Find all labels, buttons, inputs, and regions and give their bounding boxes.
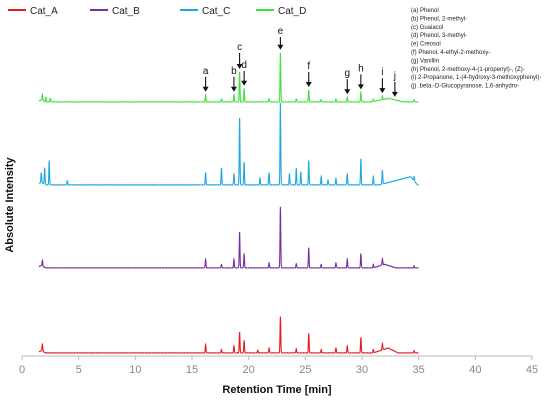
trace-cat-d: [38, 52, 419, 103]
peak-label-d: d: [241, 60, 247, 71]
trace-cat-c: [38, 102, 419, 186]
legend-label-cat-b: Cat_B: [112, 6, 140, 17]
trace-cat-a: [38, 316, 419, 354]
compound-key-item: (b) Phenol, 2-methyl-: [411, 16, 467, 22]
peak-marker-f: f: [305, 61, 312, 87]
compound-key-item: (i) 2-Propanone, 1-(4-hydroxy-3-methoxyp…: [411, 75, 541, 81]
peak-label-j: j: [393, 71, 396, 82]
peak-label-b: b: [231, 66, 237, 77]
peak-marker-d: d: [241, 60, 248, 86]
peak-label-f: f: [307, 61, 310, 72]
compound-key-item: (d) Phenol, 3-methyl-: [411, 33, 467, 39]
peak-label-e: e: [278, 26, 284, 37]
peak-markers: a b cd e f g h i j: [202, 26, 398, 97]
compound-key-item: (c) Guaiacol: [411, 25, 443, 31]
legend-label-cat-c: Cat_C: [202, 6, 230, 17]
x-tick-label: 20: [243, 364, 255, 376]
peak-marker-g: g: [344, 68, 351, 95]
peak-label-i: i: [381, 67, 383, 78]
x-tick-label: 5: [76, 364, 82, 376]
peak-marker-i: i: [379, 67, 386, 94]
legend: Cat_A Cat_B Cat_C Cat_D: [8, 6, 306, 17]
x-tick-label: 25: [299, 364, 311, 376]
x-tick-label: 35: [413, 364, 425, 376]
peak-marker-h: h: [357, 63, 364, 90]
peak-label-g: g: [344, 68, 350, 79]
x-tick-label: 40: [469, 364, 481, 376]
compound-key-item: (j) .beta.-D-Glucopyranose, 1,6-anhydro-: [411, 84, 519, 90]
peak-label-a: a: [203, 66, 209, 77]
legend-label-cat-d: Cat_D: [278, 6, 306, 17]
compound-key-item: (g) Vanillin: [411, 58, 439, 64]
compound-key-item: (h) Phenol, 2-methoxy-4-(1-propenyl)-, (…: [411, 67, 525, 73]
x-tick-label: 45: [526, 364, 538, 376]
peak-label-c: c: [237, 42, 242, 53]
peak-marker-j: j: [391, 71, 398, 97]
peak-label-h: h: [358, 63, 364, 74]
legend-label-cat-a: Cat_A: [30, 6, 58, 17]
trace-cat-b: [38, 206, 419, 269]
traces: [38, 52, 419, 354]
compound-key: (a) Phenol (b) Phenol, 2-methyl- (c) Guaia…: [411, 8, 541, 90]
peak-marker-b: b: [230, 66, 237, 92]
x-tick-label: 0: [19, 364, 25, 376]
peak-marker-a: a: [202, 66, 209, 92]
peak-marker-c: c: [236, 42, 243, 69]
y-axis-title: Absolute Intensity: [4, 156, 16, 252]
x-tick-label: 15: [186, 364, 198, 376]
x-axis-title: Retention Time [min]: [222, 384, 332, 396]
compound-key-item: (e) Creosol: [411, 42, 441, 48]
compound-key-item: (a) Phenol: [411, 8, 439, 14]
peak-marker-e: e: [277, 26, 284, 50]
x-tick-label: 30: [356, 364, 368, 376]
compound-key-item: (f) Phenol, 4-ethyl-2-methoxy-: [411, 50, 490, 56]
x-tick-label: 10: [129, 364, 141, 376]
x-axis: 0 5 10 15 20 25 30 35 40 45: [19, 355, 538, 376]
